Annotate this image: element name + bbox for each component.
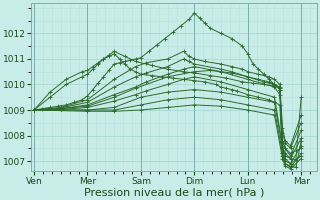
X-axis label: Pression niveau de la mer( hPa ): Pression niveau de la mer( hPa ) — [84, 187, 264, 197]
